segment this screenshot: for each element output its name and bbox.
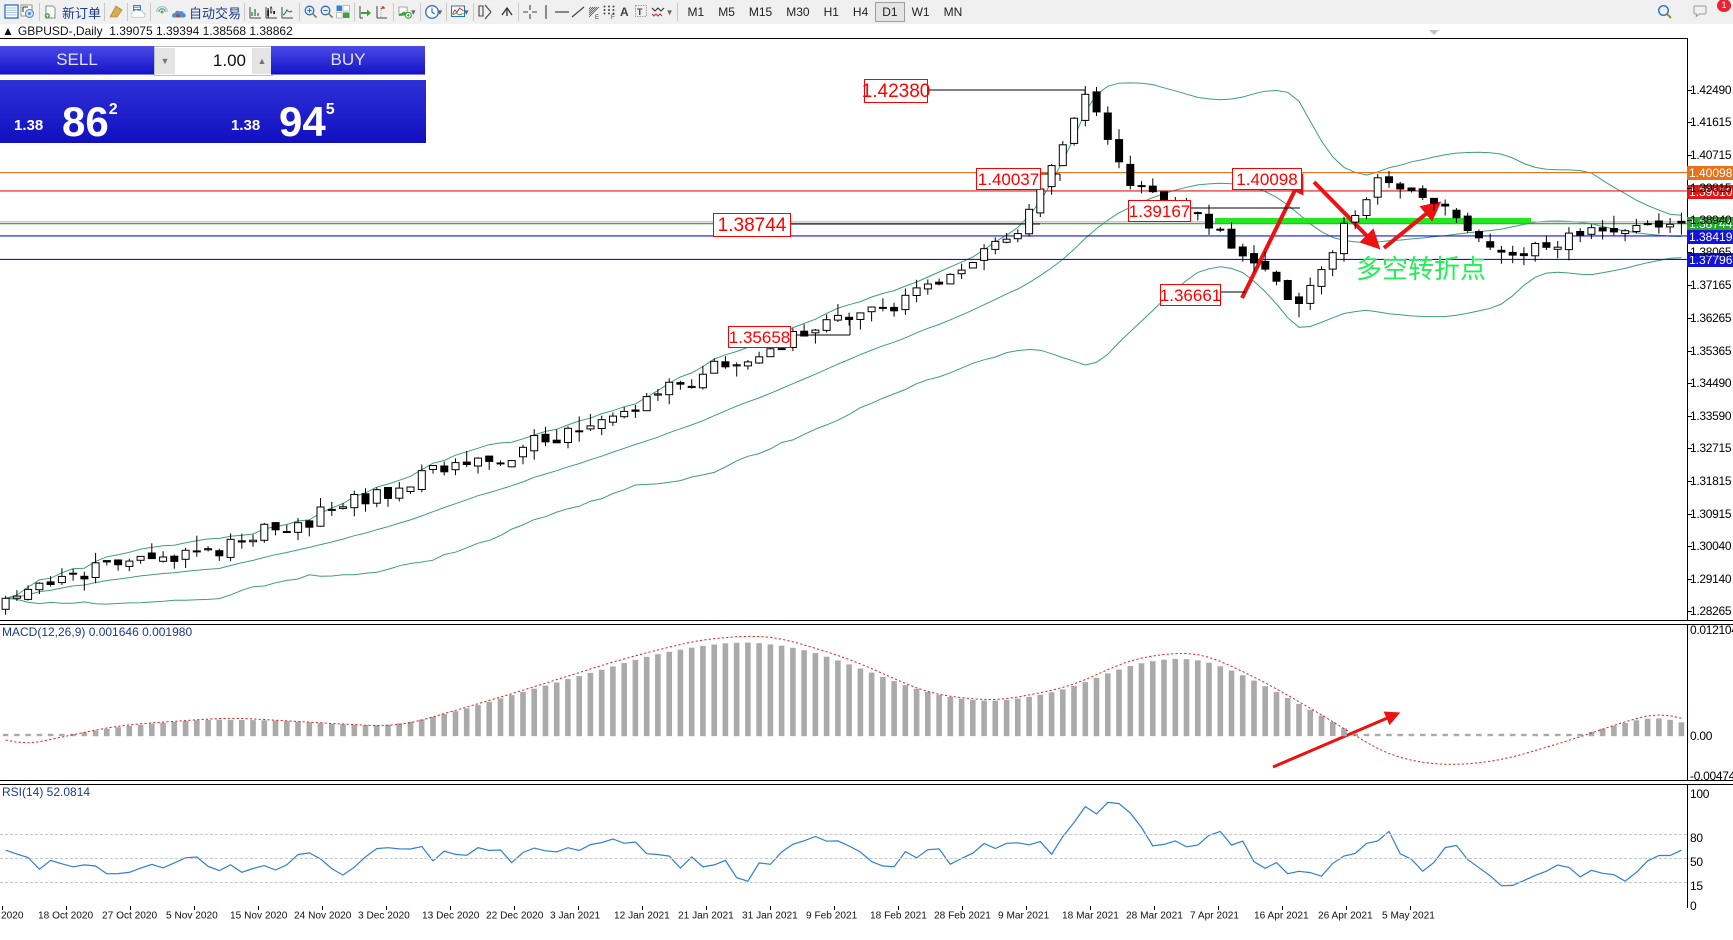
svg-text:A: A bbox=[620, 5, 629, 19]
svg-text:多空转折点: 多空转折点 bbox=[1356, 254, 1486, 284]
svg-text:F: F bbox=[611, 15, 615, 20]
svg-text:T: T bbox=[637, 7, 643, 17]
svg-text:E: E bbox=[595, 15, 599, 20]
